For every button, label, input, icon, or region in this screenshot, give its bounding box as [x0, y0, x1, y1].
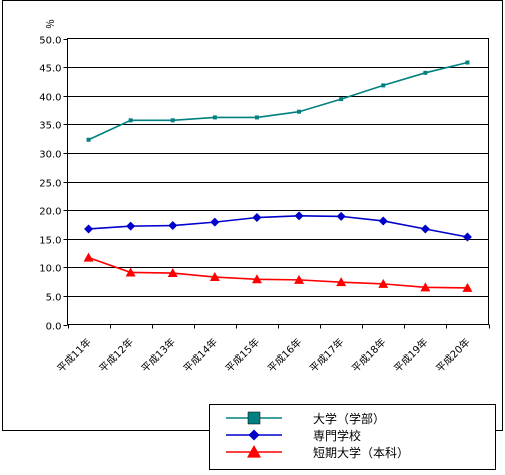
y-tick-label: 15.0	[39, 236, 61, 247]
y-tick-label: 35.0	[39, 121, 61, 132]
series-lines	[83, 60, 473, 292]
data-point-diamond	[126, 221, 136, 231]
y-tick-label: 45.0	[39, 64, 61, 75]
data-point-diamond	[248, 429, 260, 441]
data-point-square	[86, 137, 91, 142]
data-point-diamond	[168, 221, 178, 231]
y-tick-label: 30.0	[39, 150, 61, 161]
y-tick-label: 10.0	[39, 264, 61, 275]
chart-area-border	[2, 0, 503, 431]
y-tick-label: 20.0	[39, 207, 61, 218]
data-point-triangle	[247, 445, 261, 458]
legend-label: 専門学校	[313, 428, 361, 443]
data-point-diamond	[252, 213, 262, 223]
data-point-diamond	[336, 211, 346, 221]
legend-label: 大学（学部）	[313, 411, 385, 426]
data-point-square	[423, 70, 428, 75]
legend-marker-square	[247, 411, 261, 425]
data-point-diamond	[210, 217, 220, 227]
data-point-triangle	[251, 274, 262, 284]
data-point-square	[212, 115, 217, 120]
y-tick-label: 0.0	[46, 322, 62, 333]
data-point-diamond	[462, 232, 472, 242]
y-tick-label: 25.0	[39, 179, 61, 190]
data-point-diamond	[294, 211, 304, 221]
data-point-diamond	[420, 224, 430, 234]
y-axis-ticks: 0.0 5.0 10.0 15.0 20.0 25.0 30.0 35.0 40.0 45.0 50…	[39, 36, 68, 333]
data-point-square	[381, 83, 386, 88]
data-point-triangle	[462, 282, 473, 292]
data-point-triangle	[378, 278, 389, 288]
series-line	[88, 61, 468, 141]
series-line	[88, 215, 468, 238]
data-point-triangle	[83, 252, 94, 262]
y-tick-label: 40.0	[39, 93, 61, 104]
data-point-diamond	[84, 224, 94, 234]
data-point-square	[465, 60, 470, 65]
data-point-triangle	[209, 272, 220, 282]
legend-label: 短期大学（本科）	[313, 445, 409, 460]
data-point-triangle	[294, 274, 305, 284]
y-tick-label: 50.0	[39, 36, 61, 47]
data-point-square	[254, 115, 259, 120]
y-axis-unit-label: ％	[43, 19, 54, 29]
data-point-triangle	[125, 267, 136, 277]
data-point-square	[339, 97, 344, 102]
data-point-diamond	[378, 216, 388, 226]
y-tick-label: 5.0	[46, 293, 62, 304]
data-point-square	[297, 109, 302, 114]
gridlines	[67, 67, 489, 297]
data-point-square	[170, 118, 175, 123]
data-point-triangle	[336, 277, 347, 287]
series-line	[88, 256, 468, 289]
data-point-triangle	[167, 268, 178, 278]
data-point-triangle	[420, 282, 431, 292]
data-point-square	[128, 118, 133, 123]
